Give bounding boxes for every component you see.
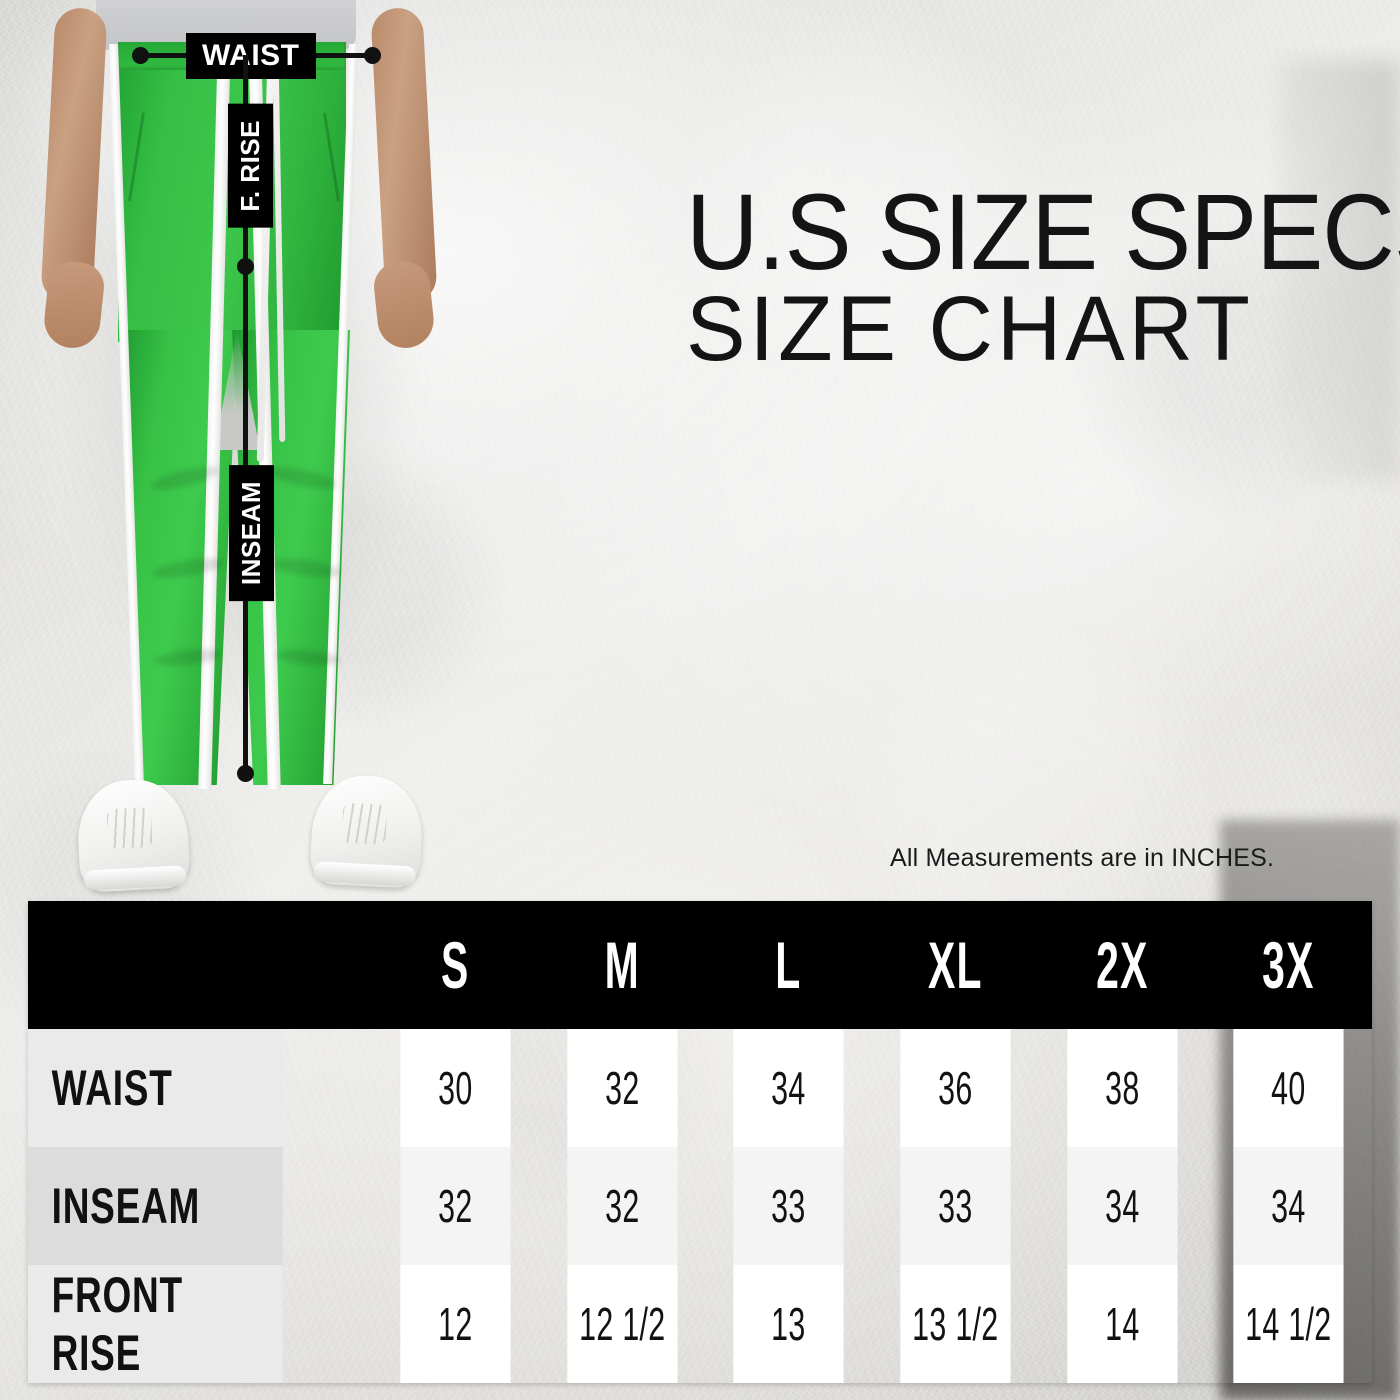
table-row: WAIST 30 32 34 36 38 40 [28,1029,1372,1147]
column-header-m: M [604,928,640,1002]
cell-front-rise-3x: 14 1/2 [1233,1265,1344,1383]
cell-front-rise-l: 13 [733,1265,844,1383]
cell-front-rise-xl: 13 1/2 [900,1265,1011,1383]
cell-front-rise-m: 12 1/2 [567,1265,678,1383]
page-title: U.S SIZE SPECS [686,171,1400,292]
table-row: INSEAM 32 32 33 33 34 34 [28,1147,1372,1265]
title-block: U.S SIZE SPECS SIZE CHART [686,171,1400,381]
cell-front-rise-s: 12 [400,1265,511,1383]
cell-inseam-2x: 34 [1067,1147,1178,1265]
cell-inseam-xl: 33 [900,1147,1011,1265]
cell-waist-m: 32 [567,1029,678,1147]
table-row: FRONT RISE 12 12 1/2 13 13 1/2 14 14 1/2 [28,1265,1372,1383]
cell-waist-3x: 40 [1233,1029,1344,1147]
waist-endpoint-left-dot [132,47,149,64]
size-table: S M L XL 2X 3X WAIST 30 32 34 36 38 40 I… [28,901,1372,1383]
inseam-label: INSEAM [229,465,274,602]
background-right-shade [1280,60,1400,480]
cell-inseam-s: 32 [400,1147,511,1265]
cell-waist-s: 30 [400,1029,511,1147]
row-label-front-rise: FRONT RISE [28,1265,283,1383]
front-rise-label: F. RISE [228,104,273,228]
sneaker-laces [341,802,388,845]
cell-front-rise-2x: 14 [1067,1265,1178,1383]
waist-label: WAIST [186,33,316,79]
table-header-row: S M L XL 2X 3X [28,901,1372,1029]
column-header-xl: XL [927,928,983,1002]
cell-inseam-3x: 34 [1233,1147,1344,1265]
cell-waist-2x: 38 [1067,1029,1178,1147]
cell-inseam-l: 33 [733,1147,844,1265]
row-label-waist: WAIST [28,1029,283,1147]
column-header-l: L [775,928,802,1002]
page-subtitle: SIZE CHART [686,278,1254,381]
cell-inseam-m: 32 [567,1147,678,1265]
column-header-s: S [441,928,470,1002]
sneaker-sole [83,865,187,891]
column-header-3x: 3X [1262,928,1315,1002]
units-note: All Measurements are in INCHES. [890,844,1275,872]
sneaker-laces [106,807,153,850]
table-corner-cell [28,901,372,1029]
inseam-endpoint-dot [237,765,254,782]
row-label-inseam: INSEAM [28,1147,283,1265]
column-header-2x: 2X [1095,928,1149,1002]
waist-endpoint-right-dot [364,47,381,64]
cell-waist-xl: 36 [900,1029,1011,1147]
sneaker-sole [313,861,417,887]
cell-waist-l: 34 [733,1029,844,1147]
